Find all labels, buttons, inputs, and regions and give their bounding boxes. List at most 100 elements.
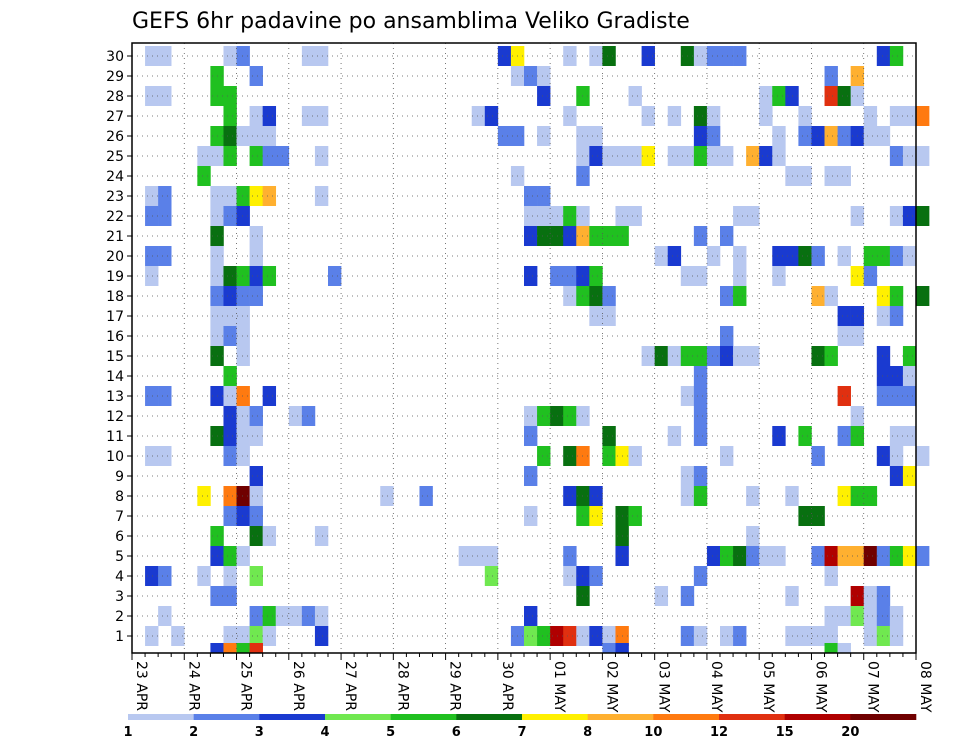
x-tick-label: 06 MAY — [812, 661, 828, 713]
heatmap-cell — [249, 246, 263, 266]
colorbar-label: 7 — [517, 725, 526, 740]
heatmap-cell — [602, 306, 616, 326]
colorbar-swatch — [193, 714, 260, 720]
heatmap-cell — [145, 446, 159, 466]
heatmap-cell — [720, 326, 734, 346]
heatmap-cell — [537, 126, 551, 146]
heatmap-cell — [484, 566, 499, 586]
heatmap-cell — [863, 106, 878, 126]
heatmap-cell — [811, 286, 825, 306]
heatmap-cell — [772, 126, 786, 146]
heatmap-cell — [249, 106, 263, 126]
heatmap-cell — [889, 466, 904, 486]
heatmap-cell — [602, 626, 616, 646]
colorbar-label: 20 — [841, 725, 859, 740]
heatmap-cell — [262, 266, 277, 286]
colorbar-label: 10 — [644, 725, 662, 740]
heatmap-cell — [876, 346, 891, 366]
x-tick-label: 27 APR — [342, 661, 358, 711]
heatmap-cell — [223, 206, 237, 226]
y-tick-label: 30 — [106, 49, 124, 65]
heatmap-cell — [301, 606, 316, 626]
heatmap-cell — [563, 566, 577, 586]
heatmap-cell — [249, 266, 263, 286]
heatmap-cell — [236, 643, 250, 653]
heatmap-cell — [733, 546, 747, 566]
heatmap-cell — [837, 246, 851, 266]
heatmap-cell — [811, 346, 825, 366]
heatmap-cell — [889, 386, 904, 406]
heatmap-cell — [876, 46, 891, 66]
heatmap-cell — [667, 346, 682, 366]
heatmap-cell — [524, 266, 538, 286]
heatmap-cell — [759, 146, 773, 166]
heatmap-cell — [249, 643, 263, 653]
heatmap-cell — [811, 126, 825, 146]
x-tick-label: 23 APR — [133, 661, 149, 711]
heatmap-cell — [863, 266, 878, 286]
heatmap-cell — [524, 406, 538, 426]
x-tick-label: 03 MAY — [656, 661, 672, 713]
heatmap-cell — [223, 266, 237, 286]
heatmap-cell — [262, 526, 277, 546]
y-tick-label: 24 — [106, 169, 124, 185]
y-tick-label: 19 — [106, 269, 124, 285]
heatmap-cell — [602, 643, 616, 653]
heatmap-cell — [236, 306, 250, 326]
heatmap-cell — [524, 206, 538, 226]
heatmap-cell — [916, 446, 930, 466]
heatmap-cell — [889, 206, 904, 226]
heatmap-cell — [236, 346, 250, 366]
heatmap-cell — [916, 206, 930, 226]
heatmap-cell — [249, 186, 263, 206]
colorbar-label: 3 — [255, 725, 264, 740]
heatmap-cell — [628, 206, 642, 226]
y-tick-label: 10 — [106, 449, 124, 465]
heatmap-cell — [236, 186, 250, 206]
heatmap-cell — [798, 426, 812, 446]
heatmap-cell — [458, 546, 473, 566]
heatmap-cell — [902, 146, 917, 166]
heatmap-cell — [236, 46, 250, 66]
heatmap-cell — [145, 566, 159, 586]
heatmap-cell — [693, 406, 708, 426]
colorbar-swatch — [719, 714, 785, 720]
heatmap-cell — [824, 546, 838, 566]
heatmap-cell — [902, 206, 917, 226]
heatmap-cell — [706, 126, 721, 146]
y-tick-label: 9 — [115, 469, 124, 485]
heatmap-cell — [733, 346, 747, 366]
heatmap-cell — [236, 206, 250, 226]
heatmap-cell — [641, 346, 655, 366]
x-tick-label: 30 APR — [499, 661, 515, 711]
y-tick-label: 26 — [106, 129, 124, 145]
heatmap-cell — [889, 246, 904, 266]
heatmap-cell — [772, 146, 786, 166]
heatmap-cell — [889, 286, 904, 306]
heatmap-cell — [811, 506, 825, 526]
heatmap-cell — [733, 286, 747, 306]
heatmap-cell — [563, 626, 577, 646]
heatmap-cell — [223, 586, 237, 606]
heatmap-cell — [824, 286, 838, 306]
heatmap-cell — [693, 626, 708, 646]
y-tick-label: 18 — [106, 289, 124, 305]
heatmap-cell — [236, 286, 250, 306]
heatmap-cell — [889, 366, 904, 386]
heatmap-cell — [236, 406, 250, 426]
heatmap-cell — [223, 566, 237, 586]
colorbar-label: 6 — [452, 725, 461, 740]
heatmap-cell — [772, 546, 786, 566]
heatmap-cell — [589, 626, 603, 646]
heatmap-cell — [876, 126, 891, 146]
heatmap-cell — [654, 246, 669, 266]
heatmap-cell — [876, 626, 891, 646]
heatmap-cell — [837, 546, 851, 566]
heatmap-cell — [563, 486, 577, 506]
y-tick-label: 7 — [115, 509, 124, 525]
heatmap-cell — [902, 466, 917, 486]
colorbar-swatch — [784, 714, 851, 720]
heatmap-cell — [693, 386, 708, 406]
heatmap-cell — [550, 226, 564, 246]
heatmap-cell — [223, 506, 237, 526]
